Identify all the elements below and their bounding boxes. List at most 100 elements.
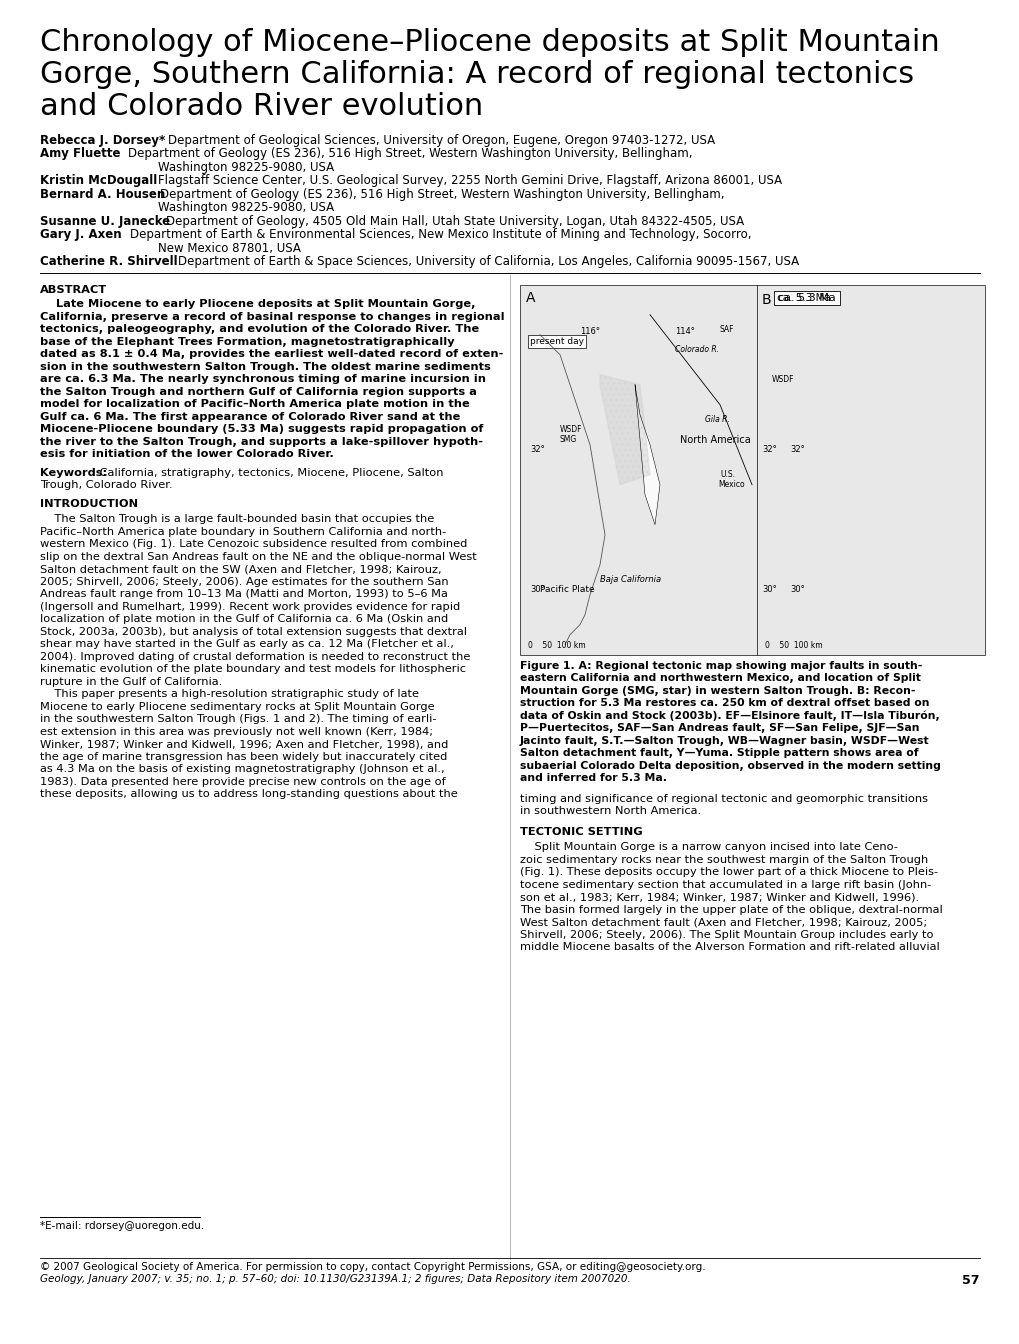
Text: Rebecca J. Dorsey*: Rebecca J. Dorsey* (40, 133, 165, 146)
Bar (773, 290, 840, 305)
Text: middle Miocene basalts of the Alverson Formation and rift-related alluvial: middle Miocene basalts of the Alverson F… (520, 942, 938, 952)
Text: base of the Elephant Trees Formation, magnetostratigraphically: base of the Elephant Trees Formation, ma… (40, 337, 454, 347)
Text: Keywords:: Keywords: (40, 468, 107, 477)
Text: Pacific Plate: Pacific Plate (539, 585, 594, 594)
Text: *E-mail: rdorsey@uoregon.edu.: *E-mail: rdorsey@uoregon.edu. (40, 1220, 204, 1231)
Text: Mountain Gorge (SMG, star) in western Salton Trough. B: Recon-: Mountain Gorge (SMG, star) in western Sa… (520, 685, 915, 696)
Text: SAF: SAF (719, 325, 734, 333)
Text: tectonics, paleogeography, and evolution of the Colorado River. The: tectonics, paleogeography, and evolution… (40, 324, 479, 335)
Text: present day: present day (530, 337, 584, 345)
Text: and inferred for 5.3 Ma.: and inferred for 5.3 Ma. (520, 773, 666, 784)
Text: Gila R.: Gila R. (704, 415, 729, 423)
Text: Andreas fault range from 10–13 Ma (Matti and Morton, 1993) to 5–6 Ma: Andreas fault range from 10–13 Ma (Matti… (40, 589, 447, 599)
Text: A: A (526, 290, 535, 305)
Text: TECTONIC SETTING: TECTONIC SETTING (520, 827, 642, 837)
Text: Department of Geology (ES 236), 516 High Street, Western Washington University, : Department of Geology (ES 236), 516 High… (160, 188, 723, 200)
Text: 30°: 30° (761, 585, 776, 594)
Text: in southwestern North America.: in southwestern North America. (520, 806, 700, 816)
Text: Department of Geological Sciences, University of Oregon, Eugene, Oregon 97403-12: Department of Geological Sciences, Unive… (168, 133, 714, 146)
Text: Chronology of Miocene–Pliocene deposits at Split Mountain: Chronology of Miocene–Pliocene deposits … (40, 28, 938, 56)
Text: WSDF: WSDF (559, 425, 582, 434)
Text: son et al., 1983; Kerr, 1984; Winker, 1987; Winker and Kidwell, 1996).: son et al., 1983; Kerr, 1984; Winker, 19… (520, 892, 918, 902)
Text: Geology, January 2007; v. 35; no. 1; p. 57–60; doi: 10.1130/G23139A.1; 2 figures: Geology, January 2007; v. 35; no. 1; p. … (40, 1274, 630, 1284)
Text: dated as 8.1 ± 0.4 Ma, provides the earliest well-dated record of exten-: dated as 8.1 ± 0.4 Ma, provides the earl… (40, 349, 503, 359)
Text: Gorge, Southern California: A record of regional tectonics: Gorge, Southern California: A record of … (40, 60, 913, 89)
Text: 114°: 114° (675, 327, 694, 336)
Text: Department of Earth & Space Sciences, University of California, Los Angeles, Cal: Department of Earth & Space Sciences, Un… (178, 255, 798, 269)
Text: these deposits, allowing us to address long-standing questions about the: these deposits, allowing us to address l… (40, 789, 458, 800)
Text: P—Puertecitos, SAF—San Andreas fault, SF—San Felipe, SJF—San: P—Puertecitos, SAF—San Andreas fault, SF… (520, 723, 918, 734)
Text: The basin formed largely in the upper plate of the oblique, dextral-normal: The basin formed largely in the upper pl… (520, 905, 942, 915)
Text: struction for 5.3 Ma restores ca. 250 km of dextral offset based on: struction for 5.3 Ma restores ca. 250 km… (520, 698, 928, 708)
Text: subaerial Colorado Delta deposition, observed in the modern setting: subaerial Colorado Delta deposition, obs… (520, 761, 940, 770)
Text: SMG: SMG (559, 434, 577, 444)
Text: are ca. 6.3 Ma. The nearly synchronous timing of marine incursion in: are ca. 6.3 Ma. The nearly synchronous t… (40, 374, 485, 384)
Text: kinematic evolution of the plate boundary and test models for lithospheric: kinematic evolution of the plate boundar… (40, 664, 466, 675)
Text: eastern California and northwestern Mexico, and location of Split: eastern California and northwestern Mexi… (520, 673, 920, 683)
Bar (528, 335, 586, 348)
Text: Miocene to early Pliocene sedimentary rocks at Split Mountain Gorge: Miocene to early Pliocene sedimentary ro… (40, 702, 434, 712)
Text: Pacific–North America plate boundary in Southern California and north-: Pacific–North America plate boundary in … (40, 527, 446, 536)
Text: 0    50  100 km: 0 50 100 km (528, 641, 585, 649)
Text: 32°: 32° (530, 445, 544, 454)
Text: Stock, 2003a, 2003b), but analysis of total extension suggests that dextral: Stock, 2003a, 2003b), but analysis of to… (40, 626, 467, 637)
Text: Colorado R.: Colorado R. (675, 344, 718, 353)
Text: Flagstaff Science Center, U.S. Geological Survey, 2255 North Gemini Drive, Flags: Flagstaff Science Center, U.S. Geologica… (158, 175, 782, 187)
Text: Gulf ca. 6 Ma. The first appearance of Colorado River sand at the: Gulf ca. 6 Ma. The first appearance of C… (40, 411, 460, 422)
Text: Department of Geology, 4505 Old Main Hall, Utah State University, Logan, Utah 84: Department of Geology, 4505 Old Main Hal… (166, 215, 744, 227)
Text: Late Miocene to early Pliocene deposits at Split Mountain Gorge,: Late Miocene to early Pliocene deposits … (40, 300, 475, 309)
Text: est extension in this area was previously not well known (Kerr, 1984;: est extension in this area was previousl… (40, 727, 433, 737)
Text: (Fig. 1). These deposits occupy the lower part of a thick Miocene to Pleis-: (Fig. 1). These deposits occupy the lowe… (520, 867, 937, 878)
Text: Gary J. Axen: Gary J. Axen (40, 228, 121, 241)
Text: Split Mountain Gorge is a narrow canyon incised into late Ceno-: Split Mountain Gorge is a narrow canyon … (520, 843, 897, 852)
Text: esis for initiation of the lower Colorado River.: esis for initiation of the lower Colorad… (40, 449, 333, 460)
Text: Bernard A. Housen: Bernard A. Housen (40, 188, 165, 200)
Text: localization of plate motion in the Gulf of California ca. 6 Ma (Oskin and: localization of plate motion in the Gulf… (40, 614, 447, 624)
Text: The Salton Trough is a large fault-bounded basin that occupies the: The Salton Trough is a large fault-bound… (40, 515, 434, 524)
Text: Shirvell, 2006; Steely, 2006). The Split Mountain Group includes early to: Shirvell, 2006; Steely, 2006). The Split… (520, 930, 932, 939)
Text: California, stratigraphy, tectonics, Miocene, Pliocene, Salton: California, stratigraphy, tectonics, Mio… (96, 468, 443, 477)
Text: in the southwestern Salton Trough (Figs. 1 and 2). The timing of earli-: in the southwestern Salton Trough (Figs.… (40, 714, 436, 724)
Text: INTRODUCTION: INTRODUCTION (40, 499, 138, 508)
Text: slip on the dextral San Andreas fault on the NE and the oblique-normal West: slip on the dextral San Andreas fault on… (40, 551, 476, 562)
Text: sion in the southwestern Salton Trough. The oldest marine sediments: sion in the southwestern Salton Trough. … (40, 362, 490, 372)
Text: the river to the Salton Trough, and supports a lake-spillover hypoth-: the river to the Salton Trough, and supp… (40, 437, 483, 446)
Text: timing and significance of regional tectonic and geomorphic transitions: timing and significance of regional tect… (520, 794, 927, 804)
Text: U.S.: U.S. (719, 469, 735, 478)
Text: western Mexico (Fig. 1). Late Cenozoic subsidence resulted from combined: western Mexico (Fig. 1). Late Cenozoic s… (40, 539, 467, 550)
Text: North America: North America (680, 434, 750, 445)
Text: B: B (761, 293, 770, 306)
Text: California, preserve a record of basinal response to changes in regional: California, preserve a record of basinal… (40, 312, 504, 321)
Text: West Salton detachment fault (Axen and Fletcher, 1998; Kairouz, 2005;: West Salton detachment fault (Axen and F… (520, 917, 926, 927)
Text: 116°: 116° (580, 327, 599, 336)
Text: and Colorado River evolution: and Colorado River evolution (40, 91, 483, 121)
Text: Trough, Colorado River.: Trough, Colorado River. (40, 480, 172, 491)
Text: model for localization of Pacific–North America plate motion in the: model for localization of Pacific–North … (40, 399, 470, 409)
Text: Salton detachment fault on the SW (Axen and Fletcher, 1998; Kairouz,: Salton detachment fault on the SW (Axen … (40, 564, 441, 574)
Text: (Ingersoll and Rumelhart, 1999). Recent work provides evidence for rapid: (Ingersoll and Rumelhart, 1999). Recent … (40, 602, 460, 612)
Text: 30°: 30° (530, 585, 544, 594)
Text: 0    50  100 km: 0 50 100 km (764, 641, 821, 649)
Text: Salton detachment fault, Y—Yuma. Stipple pattern shows area of: Salton detachment fault, Y—Yuma. Stipple… (520, 749, 918, 758)
Text: Department of Geology (ES 236), 516 High Street, Western Washington University, : Department of Geology (ES 236), 516 High… (127, 148, 692, 160)
Text: ABSTRACT: ABSTRACT (40, 285, 107, 294)
Text: Department of Earth & Environmental Sciences, New Mexico Institute of Mining and: Department of Earth & Environmental Scie… (129, 228, 751, 241)
Text: data of Oskin and Stock (2003b). EF—Elsinore fault, IT—Isla Tiburón,: data of Oskin and Stock (2003b). EF—Elsi… (520, 711, 938, 722)
Text: Washington 98225-9080, USA: Washington 98225-9080, USA (158, 202, 334, 214)
Text: 32°: 32° (761, 445, 776, 454)
Text: Figure 1. A: Regional tectonic map showing major faults in south-: Figure 1. A: Regional tectonic map showi… (520, 661, 921, 671)
Text: ca. 5.3 Ma: ca. 5.3 Ma (777, 293, 835, 302)
Text: Baja California: Baja California (599, 575, 660, 583)
Text: rupture in the Gulf of California.: rupture in the Gulf of California. (40, 676, 222, 687)
Text: 30°: 30° (790, 585, 804, 594)
Text: tocene sedimentary section that accumulated in a large rift basin (John-: tocene sedimentary section that accumula… (520, 880, 930, 890)
Text: shear may have started in the Gulf as early as ca. 12 Ma (Fletcher et al.,: shear may have started in the Gulf as ea… (40, 640, 453, 649)
Text: the age of marine transgression has been widely but inaccurately cited: the age of marine transgression has been… (40, 751, 447, 762)
Text: Kristin McDougall: Kristin McDougall (40, 175, 157, 187)
Bar (520, 285, 984, 655)
Text: Amy Fluette: Amy Fluette (40, 148, 120, 160)
Text: WSDF: WSDF (771, 375, 794, 383)
Text: Jacinto fault, S.T.—Salton Trough, WB—Wagner basin, WSDF—West: Jacinto fault, S.T.—Salton Trough, WB—Wa… (520, 735, 928, 746)
Text: New Mexico 87801, USA: New Mexico 87801, USA (158, 242, 301, 255)
Text: This paper presents a high-resolution stratigraphic study of late: This paper presents a high-resolution st… (40, 689, 419, 699)
